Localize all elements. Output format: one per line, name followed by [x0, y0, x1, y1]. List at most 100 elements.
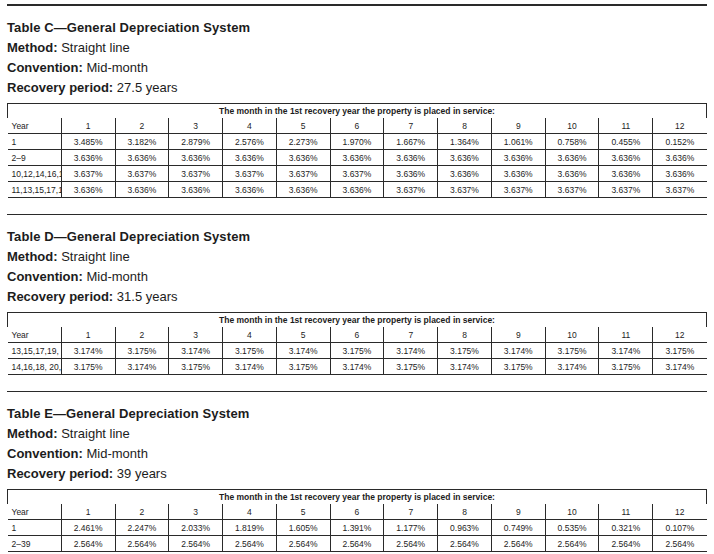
- convention-line: Convention: Mid-month: [7, 267, 707, 287]
- percentage-cell: 3.636%: [545, 166, 599, 182]
- recovery-period-value: 27.5 years: [117, 80, 178, 95]
- percentage-cell: 0.535%: [545, 520, 599, 536]
- percentage-cell: 3.636%: [653, 166, 707, 182]
- percentage-cell: 3.636%: [384, 150, 438, 166]
- document-page: Table C—General Depreciation System Meth…: [0, 4, 714, 554]
- span-header: The month in the 1st recovery year the p…: [8, 490, 707, 505]
- percentage-cell: 3.174%: [599, 343, 653, 359]
- month-column-header: 7: [384, 118, 438, 134]
- percentage-cell: 3.182%: [115, 134, 169, 150]
- percentage-cell: 3.636%: [545, 150, 599, 166]
- month-column-header: 4: [223, 327, 277, 343]
- table-row: 2–392.564%2.564%2.564%2.564%2.564%2.564%…: [8, 536, 707, 552]
- year-row-label: 10,12,14,16,18, 20: [8, 166, 62, 182]
- percentage-cell: 3.175%: [545, 343, 599, 359]
- percentage-cell: 3.636%: [438, 166, 492, 182]
- convention-line: Convention: Mid-month: [7, 444, 707, 464]
- month-column-header: 3: [169, 118, 223, 134]
- percentage-cell: 3.636%: [115, 182, 169, 198]
- column-header-row: Year123456789101112: [8, 504, 707, 520]
- percentage-cell: 3.175%: [653, 343, 707, 359]
- percentage-cell: 2.564%: [384, 536, 438, 552]
- convention-value: Mid-month: [86, 60, 147, 75]
- span-header-row: The month in the 1st recovery year the p…: [8, 313, 707, 328]
- month-column-header: 7: [384, 327, 438, 343]
- percentage-cell: 3.637%: [330, 166, 384, 182]
- percentage-cell: 1.605%: [276, 520, 330, 536]
- span-header: The month in the 1st recovery year the p…: [8, 104, 707, 119]
- percentage-cell: 2.564%: [491, 536, 545, 552]
- percentage-cell: 3.174%: [330, 359, 384, 375]
- percentage-cell: 3.637%: [223, 166, 277, 182]
- table-e-title: Table E—General Depreciation System: [7, 404, 707, 424]
- percentage-cell: 3.636%: [276, 150, 330, 166]
- percentage-cell: 2.033%: [169, 520, 223, 536]
- year-column-header: Year: [8, 118, 62, 134]
- percentage-cell: 3.174%: [438, 359, 492, 375]
- percentage-cell: 3.636%: [653, 150, 707, 166]
- percentage-cell: 3.174%: [115, 359, 169, 375]
- percentage-cell: 2.564%: [115, 536, 169, 552]
- month-column-header: 10: [545, 504, 599, 520]
- year-row-label: 13,15,17,19, 21: [8, 343, 62, 359]
- percentage-cell: 3.637%: [384, 182, 438, 198]
- percentage-cell: 3.636%: [491, 150, 545, 166]
- month-column-header: 1: [61, 118, 115, 134]
- percentage-cell: 3.637%: [276, 166, 330, 182]
- month-column-header: 11: [599, 504, 653, 520]
- month-column-header: 4: [223, 118, 277, 134]
- percentage-cell: 1.819%: [223, 520, 277, 536]
- month-column-header: 8: [438, 327, 492, 343]
- year-row-label: 1: [8, 134, 62, 150]
- percentage-cell: 0.107%: [653, 520, 707, 536]
- percentage-cell: 3.174%: [169, 343, 223, 359]
- percentage-cell: 3.637%: [169, 166, 223, 182]
- span-header: The month in the 1st recovery year the p…: [8, 313, 707, 328]
- percentage-cell: 2.564%: [599, 536, 653, 552]
- month-column-header: 5: [276, 118, 330, 134]
- percentage-cell: 1.061%: [491, 134, 545, 150]
- percentage-cell: 2.564%: [545, 536, 599, 552]
- table-row: 13.485%3.182%2.879%2.576%2.273%1.970%1.6…: [8, 134, 707, 150]
- percentage-cell: 2.879%: [169, 134, 223, 150]
- span-header-row: The month in the 1st recovery year the p…: [8, 490, 707, 505]
- table-row: 2–93.636%3.636%3.636%3.636%3.636%3.636%3…: [8, 150, 707, 166]
- percentage-cell: 2.564%: [169, 536, 223, 552]
- percentage-cell: 0.321%: [599, 520, 653, 536]
- percentage-cell: 3.636%: [599, 150, 653, 166]
- method-value: Straight line: [61, 249, 130, 264]
- percentage-cell: 3.636%: [330, 150, 384, 166]
- percentage-cell: 3.636%: [115, 150, 169, 166]
- section-divider-rule: [7, 391, 707, 392]
- table-row: 11,13,15,17,19, 213.636%3.636%3.636%3.63…: [8, 182, 707, 198]
- month-column-header: 5: [276, 327, 330, 343]
- method-line: Method: Straight line: [7, 424, 707, 444]
- month-column-header: 3: [169, 504, 223, 520]
- percentage-cell: 0.749%: [491, 520, 545, 536]
- percentage-cell: 3.174%: [384, 343, 438, 359]
- percentage-cell: 3.174%: [653, 359, 707, 375]
- percentage-cell: 3.636%: [491, 166, 545, 182]
- percentage-cell: 3.175%: [223, 343, 277, 359]
- percentage-cell: 1.970%: [330, 134, 384, 150]
- recovery-period-label: Recovery period:: [7, 466, 113, 481]
- percentage-cell: 1.364%: [438, 134, 492, 150]
- percentage-cell: 3.174%: [223, 359, 277, 375]
- month-column-header: 6: [330, 504, 384, 520]
- month-column-header: 9: [491, 327, 545, 343]
- method-value: Straight line: [61, 40, 130, 55]
- table-row: 13,15,17,19, 213.174%3.175%3.174%3.175%3…: [8, 343, 707, 359]
- percentage-cell: 3.175%: [115, 343, 169, 359]
- convention-label: Convention:: [7, 446, 83, 461]
- recovery-period-value: 31.5 years: [117, 289, 178, 304]
- method-label: Method:: [7, 40, 58, 55]
- month-column-header: 12: [653, 504, 707, 520]
- year-row-label: 2–9: [8, 150, 62, 166]
- recovery-period-label: Recovery period:: [7, 80, 113, 95]
- table-row: 12.461%2.247%2.033%1.819%1.605%1.391%1.1…: [8, 520, 707, 536]
- month-column-header: 6: [330, 327, 384, 343]
- recovery-period-label: Recovery period:: [7, 289, 113, 304]
- percentage-cell: 2.461%: [61, 520, 115, 536]
- section-table-c: Table C—General Depreciation System Meth…: [7, 18, 707, 198]
- percentage-cell: 2.576%: [223, 134, 277, 150]
